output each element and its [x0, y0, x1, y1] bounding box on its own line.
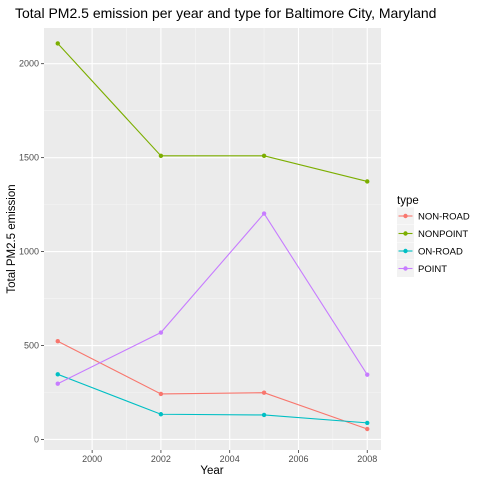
y-tick-label: 1000: [19, 247, 39, 257]
series-line-point: [57, 212, 368, 385]
legend-key-point: [403, 231, 408, 236]
data-point-on-road: [365, 420, 370, 426]
data-point-point: [261, 211, 267, 216]
x-tick-label: 2004: [220, 454, 240, 464]
grid-minor: [44, 28, 381, 450]
y-tick-label: 2000: [19, 59, 39, 69]
legend-label: NONPOINT: [418, 229, 468, 240]
legend-item-on-road: ON-ROAD: [397, 242, 463, 260]
x-axis: 2000 2002 2004 2006 2008: [82, 450, 377, 464]
legend-key-point: [403, 213, 408, 219]
x-tick-label: 2006: [288, 454, 308, 464]
plot-panel: [44, 28, 381, 450]
data-point-point: [158, 330, 164, 335]
x-tick-label: 2000: [82, 454, 102, 464]
data-point-on-road: [55, 372, 60, 377]
y-axis-title: Total PM2.5 emission: [6, 184, 18, 293]
data-point-non-road: [365, 426, 370, 432]
series-layer: [55, 41, 370, 432]
legend-label: ON-ROAD: [418, 247, 463, 258]
data-point-non-road: [158, 391, 164, 397]
legend-title: type: [397, 195, 419, 207]
x-axis-title: Year: [200, 465, 223, 477]
legend-key-point: [403, 266, 408, 271]
grid-major: [44, 28, 381, 450]
legend: type NON-ROAD NONPOINT ON-ROAD POINT: [397, 195, 470, 277]
series-line-on-road: [57, 373, 368, 424]
series-nonpoint: [55, 41, 370, 184]
x-tick-label: 2002: [151, 454, 171, 464]
y-tick-label: 500: [24, 341, 39, 351]
data-point-on-road: [261, 412, 267, 418]
series-line-non-road: [57, 340, 368, 430]
data-point-point: [365, 372, 370, 377]
data-point-nonpoint: [158, 153, 164, 159]
series-on-road: [55, 372, 370, 426]
legend-item-nonpoint: NONPOINT: [397, 225, 468, 242]
data-point-nonpoint: [261, 153, 267, 159]
data-point-non-road: [55, 339, 60, 344]
series-point: [55, 211, 370, 386]
x-tick-label: 2008: [357, 454, 377, 464]
y-tick-label: 1500: [19, 153, 39, 163]
y-axis: 0 500 1000 1500 2000: [19, 59, 44, 444]
y-tick-label: 0: [34, 434, 39, 444]
legend-items: NON-ROAD NONPOINT ON-ROAD POINT: [397, 207, 470, 277]
data-point-point: [55, 381, 60, 386]
legend-item-non-road: NON-ROAD: [397, 207, 470, 225]
series-non-road: [55, 339, 370, 432]
legend-key-point: [403, 248, 408, 254]
data-point-on-road: [158, 412, 164, 417]
data-point-non-road: [261, 390, 267, 395]
legend-label: POINT: [418, 264, 447, 275]
series-line-nonpoint: [57, 43, 368, 183]
chart-title: Total PM2.5 emission per year and type f…: [15, 5, 436, 21]
data-point-nonpoint: [365, 179, 370, 184]
legend-item-point: POINT: [397, 260, 447, 277]
legend-label: NON-ROAD: [418, 212, 470, 223]
data-point-nonpoint: [55, 41, 60, 46]
